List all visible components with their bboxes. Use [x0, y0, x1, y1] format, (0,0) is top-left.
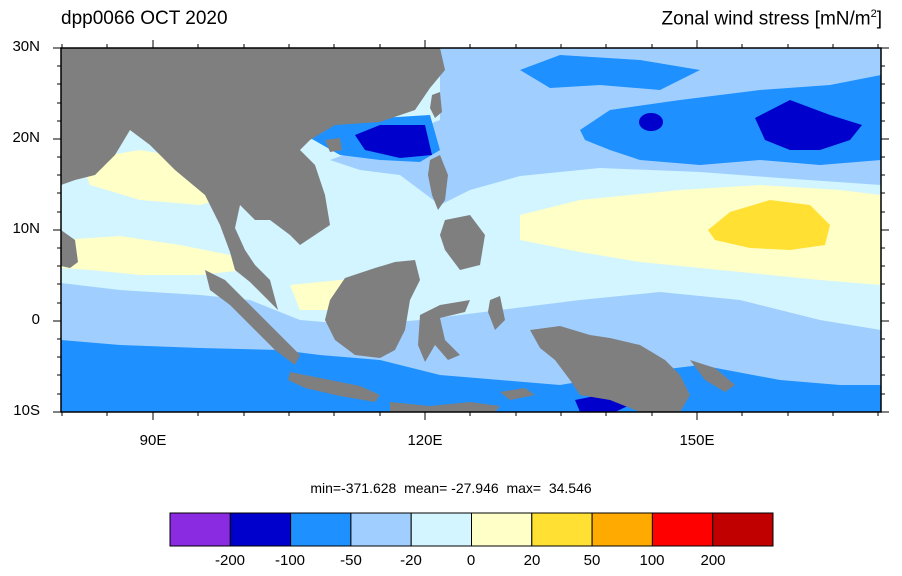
lat-label: 0 [31, 311, 40, 328]
colorbar-label: -100 [274, 552, 306, 569]
colorbar-label: -20 [400, 552, 422, 569]
new-guinea-island [530, 326, 690, 412]
lon-label: 120E [407, 432, 443, 449]
timor-island [500, 388, 535, 400]
axis-ticks [53, 40, 889, 420]
map-title: dpp0066 OCT 2020 [61, 8, 228, 29]
colorbar-box [290, 512, 352, 547]
lat-label: 20N [12, 129, 40, 146]
colorbar-box [350, 512, 412, 547]
variable-title: Zonal wind stress [mN/m2] [661, 8, 882, 30]
asia-mainland [61, 48, 445, 310]
field-statistics: min=-371.628 mean= -27.946 max= 34.546 [310, 480, 592, 496]
colorbar-label: -50 [340, 552, 362, 569]
lesser-sunda-islands [390, 402, 500, 412]
map-plot-area [61, 48, 881, 412]
lon-label: 150E [679, 432, 715, 449]
colorbar-label: 100 [639, 552, 665, 569]
colorbar-box [229, 512, 292, 547]
colorbar-box [712, 512, 774, 547]
colorbar-label: 50 [583, 552, 601, 569]
colorbar-box [169, 512, 231, 547]
colorbar [169, 512, 774, 547]
colorbar-box [591, 512, 653, 547]
strong-wind-patch-north [355, 125, 432, 158]
java-island [288, 372, 380, 402]
strong-wind-patch-small [639, 113, 663, 131]
halmahera-island [488, 296, 505, 330]
philippines-south [440, 215, 485, 270]
colorbar-box [531, 512, 593, 547]
lat-label: 30N [12, 38, 40, 55]
lat-label: 10N [12, 220, 40, 237]
borneo-island [325, 260, 420, 358]
bay-of-bengal-yellow-band [61, 236, 245, 275]
luzon-island [428, 155, 448, 210]
colorbar-label: 20 [523, 552, 541, 569]
strong-wind-patch-south [575, 395, 630, 412]
central-pacific-yellow-patch [708, 200, 830, 250]
sulawesi-island [418, 300, 470, 362]
lon-label: 90E [139, 432, 167, 449]
colorbar-box [651, 512, 714, 547]
strong-wind-patch-northeast [755, 100, 862, 150]
colorbar-box [471, 512, 533, 547]
colorbar-label: 200 [700, 552, 726, 569]
solomon-islands [690, 360, 735, 392]
colorbar-label: 0 [466, 552, 476, 569]
lat-label: 10S [13, 402, 40, 419]
taiwan-island [430, 92, 442, 118]
hainan-island [325, 138, 342, 152]
colorbar-label: -200 [214, 552, 246, 569]
colorbar-box [410, 512, 473, 547]
northeast-blue-region [520, 55, 700, 90]
sumatra-island [205, 270, 300, 365]
india-peninsula [61, 230, 78, 268]
